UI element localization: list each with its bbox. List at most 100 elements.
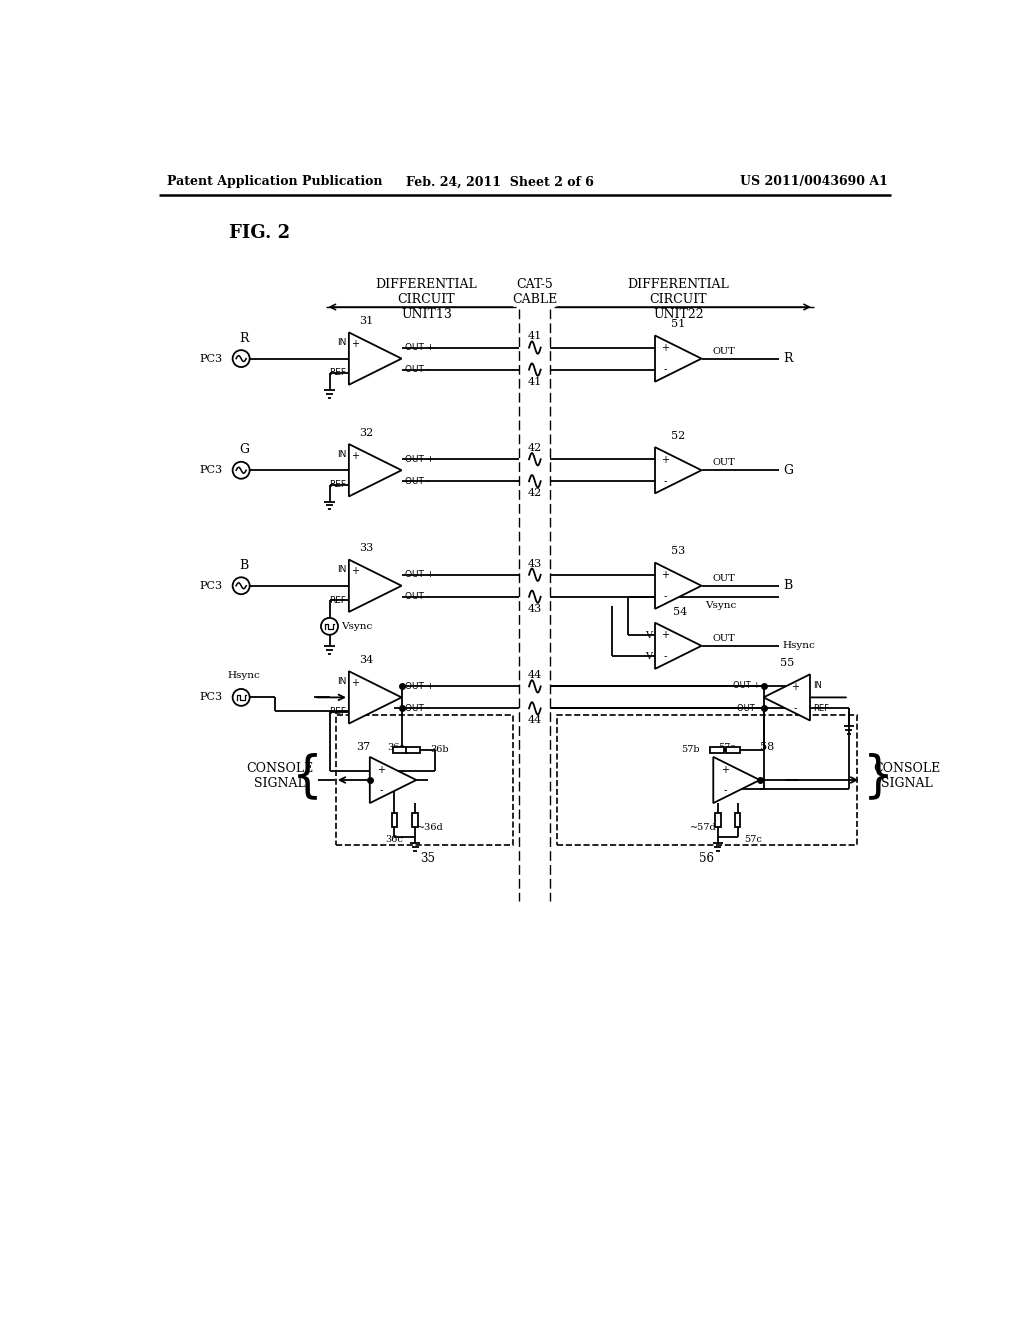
Text: -: - bbox=[664, 651, 668, 661]
Text: IN-: IN- bbox=[662, 652, 675, 660]
Text: 55: 55 bbox=[779, 659, 794, 668]
Text: +: + bbox=[378, 764, 385, 775]
Text: PC3: PC3 bbox=[200, 581, 222, 591]
Text: Vsync: Vsync bbox=[341, 622, 373, 631]
Text: 57c: 57c bbox=[743, 836, 762, 845]
Text: Feb. 24, 2011  Sheet 2 of 6: Feb. 24, 2011 Sheet 2 of 6 bbox=[407, 176, 594, 189]
Text: CAT-5
CABLE: CAT-5 CABLE bbox=[512, 277, 557, 306]
Polygon shape bbox=[349, 333, 401, 385]
Text: IN: IN bbox=[337, 565, 346, 574]
Text: 33: 33 bbox=[358, 544, 373, 553]
Text: IN: IN bbox=[337, 450, 346, 458]
Text: US 2011/0043690 A1: US 2011/0043690 A1 bbox=[739, 176, 888, 189]
Polygon shape bbox=[349, 671, 401, 723]
Text: REF: REF bbox=[330, 480, 346, 490]
Text: OUT +: OUT + bbox=[733, 681, 761, 690]
Text: +: + bbox=[351, 678, 359, 688]
Text: REF: REF bbox=[330, 368, 346, 378]
Text: 31: 31 bbox=[358, 317, 373, 326]
Text: -: - bbox=[794, 702, 797, 713]
Text: R: R bbox=[240, 331, 249, 345]
Text: 57b: 57b bbox=[681, 746, 699, 755]
Text: REF: REF bbox=[330, 708, 346, 717]
Text: OUT +: OUT + bbox=[404, 343, 434, 352]
Bar bbox=[413, 813, 418, 826]
Polygon shape bbox=[655, 623, 701, 669]
Text: V: V bbox=[645, 652, 652, 661]
Bar bbox=[735, 813, 740, 826]
Text: 34: 34 bbox=[358, 655, 373, 665]
Text: +: + bbox=[662, 343, 670, 354]
Text: -: - bbox=[664, 475, 668, 486]
Polygon shape bbox=[655, 335, 701, 381]
Text: Patent Application Publication: Patent Application Publication bbox=[167, 176, 382, 189]
Text: ~57d: ~57d bbox=[689, 824, 717, 832]
Text: 42: 42 bbox=[527, 488, 542, 498]
Text: PC3: PC3 bbox=[200, 693, 222, 702]
Text: 44: 44 bbox=[527, 715, 542, 725]
Text: 41: 41 bbox=[527, 331, 542, 342]
Text: G: G bbox=[783, 463, 793, 477]
Text: ~36d: ~36d bbox=[417, 824, 443, 832]
Text: 43: 43 bbox=[527, 558, 542, 569]
Text: +: + bbox=[662, 631, 670, 640]
Text: }: } bbox=[862, 752, 894, 800]
Text: 56: 56 bbox=[699, 851, 714, 865]
Text: 36c: 36c bbox=[385, 836, 403, 845]
Text: +: + bbox=[791, 682, 799, 692]
Text: Vsync: Vsync bbox=[706, 601, 736, 610]
Polygon shape bbox=[714, 756, 760, 803]
Text: G: G bbox=[240, 444, 249, 457]
Text: +: + bbox=[662, 455, 670, 465]
Text: IN: IN bbox=[337, 677, 346, 685]
Text: 36b: 36b bbox=[430, 746, 449, 755]
Text: OUT -: OUT - bbox=[404, 477, 430, 486]
Text: OUT -: OUT - bbox=[404, 593, 430, 601]
Text: DIFFERENTIAL
CIRCUIT
UNIT22: DIFFERENTIAL CIRCUIT UNIT22 bbox=[628, 277, 729, 321]
Text: Hsync: Hsync bbox=[228, 672, 261, 681]
Text: 53: 53 bbox=[671, 546, 685, 557]
Text: OUT +: OUT + bbox=[404, 682, 434, 690]
Text: 44: 44 bbox=[527, 671, 542, 680]
Text: OUT +: OUT + bbox=[404, 455, 434, 463]
Text: B: B bbox=[783, 579, 793, 593]
Text: -: - bbox=[380, 785, 383, 796]
Text: -: - bbox=[664, 591, 668, 601]
Text: +: + bbox=[662, 570, 670, 581]
Text: +: + bbox=[351, 566, 359, 577]
Bar bbox=[726, 747, 740, 752]
Bar bbox=[715, 813, 721, 826]
Text: CONSOLE
SIGNAL: CONSOLE SIGNAL bbox=[246, 762, 313, 791]
Text: CONSOLE
SIGNAL: CONSOLE SIGNAL bbox=[873, 762, 941, 791]
Polygon shape bbox=[370, 756, 417, 803]
Text: {: { bbox=[292, 752, 324, 800]
Bar bbox=[557, 714, 856, 845]
Polygon shape bbox=[349, 444, 401, 496]
Text: R: R bbox=[783, 352, 793, 366]
Text: REF: REF bbox=[813, 705, 829, 713]
Text: +: + bbox=[351, 339, 359, 350]
Polygon shape bbox=[655, 562, 701, 609]
Bar bbox=[391, 813, 397, 826]
Bar bbox=[337, 714, 513, 845]
Text: V: V bbox=[645, 631, 652, 640]
Text: IN+: IN+ bbox=[662, 631, 678, 639]
Text: 52: 52 bbox=[671, 432, 685, 441]
Text: +: + bbox=[351, 451, 359, 461]
Text: OUT: OUT bbox=[713, 574, 735, 582]
Text: IN: IN bbox=[813, 681, 822, 690]
Text: OUT: OUT bbox=[713, 347, 735, 355]
Text: 32: 32 bbox=[358, 428, 373, 438]
Text: IN: IN bbox=[337, 338, 346, 347]
Text: B: B bbox=[240, 558, 249, 572]
Polygon shape bbox=[764, 675, 810, 721]
Text: 36a: 36a bbox=[387, 743, 406, 752]
Text: OUT -: OUT - bbox=[404, 704, 430, 713]
Text: 51: 51 bbox=[671, 319, 685, 330]
Text: 54: 54 bbox=[673, 607, 687, 616]
Polygon shape bbox=[349, 560, 401, 612]
Text: PC3: PC3 bbox=[200, 465, 222, 475]
Text: OUT +: OUT + bbox=[404, 570, 434, 579]
Text: 57a: 57a bbox=[718, 743, 736, 752]
Text: 35: 35 bbox=[421, 851, 435, 865]
